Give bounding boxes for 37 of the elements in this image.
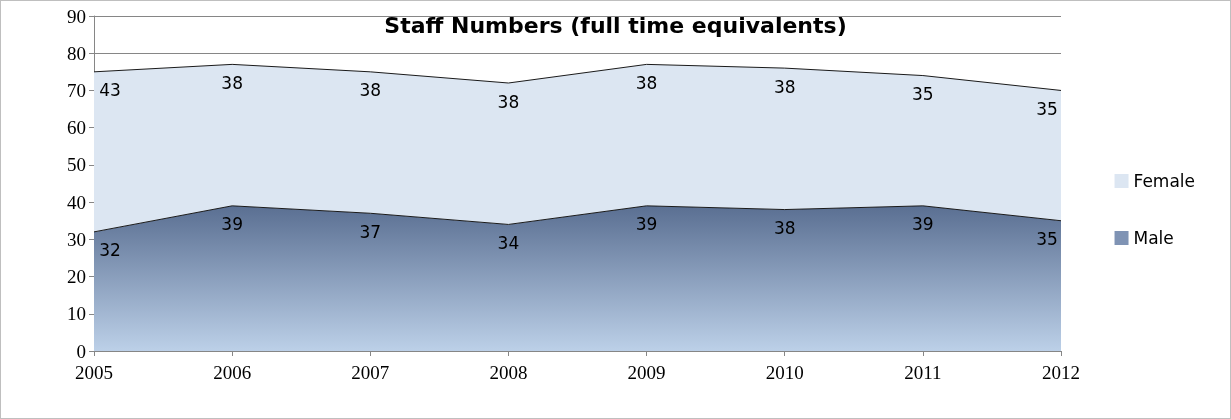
data-label: 37 xyxy=(359,221,382,242)
data-label: 38 xyxy=(773,76,796,97)
y-tick-label: 20 xyxy=(67,266,86,288)
data-label: 43 xyxy=(99,80,121,101)
data-label: 35 xyxy=(1036,98,1058,119)
legend-label: Male xyxy=(1133,228,1174,248)
y-tick-label: 60 xyxy=(67,117,86,139)
x-tick-label: 2007 xyxy=(351,362,390,383)
data-label: 34 xyxy=(497,232,520,253)
data-label: 39 xyxy=(912,214,934,235)
data-label: 38 xyxy=(497,91,520,112)
data-label: 38 xyxy=(635,72,658,93)
x-tick-label: 2012 xyxy=(1042,362,1080,383)
legend-label: Female xyxy=(1133,171,1195,191)
data-label: 39 xyxy=(221,214,243,235)
data-label: 39 xyxy=(635,214,658,235)
x-tick-label: 2009 xyxy=(627,362,666,383)
chart-title: Staff Numbers (full time equivalents) xyxy=(384,12,847,38)
data-label: 38 xyxy=(221,72,243,93)
x-tick-label: 2010 xyxy=(765,362,804,383)
y-tick-label: 10 xyxy=(67,303,86,325)
y-tick-label: 40 xyxy=(67,191,86,213)
x-tick-label: 2006 xyxy=(213,362,252,383)
data-label: 32 xyxy=(99,240,121,261)
y-tick-label: 90 xyxy=(67,5,86,27)
x-tick-label: 2011 xyxy=(904,362,942,383)
data-label: 35 xyxy=(1036,229,1058,250)
x-tick-label: 2005 xyxy=(75,362,113,383)
y-tick-label: 80 xyxy=(67,42,86,64)
y-tick-label: 30 xyxy=(67,228,86,250)
y-tick-label: 70 xyxy=(67,79,86,101)
data-label: 38 xyxy=(359,80,382,101)
data-label: 38 xyxy=(773,218,796,239)
y-tick-label: 0 xyxy=(76,340,86,362)
data-label: 35 xyxy=(912,84,934,105)
y-tick-label: 50 xyxy=(67,154,86,176)
x-tick-label: 2008 xyxy=(489,362,528,383)
